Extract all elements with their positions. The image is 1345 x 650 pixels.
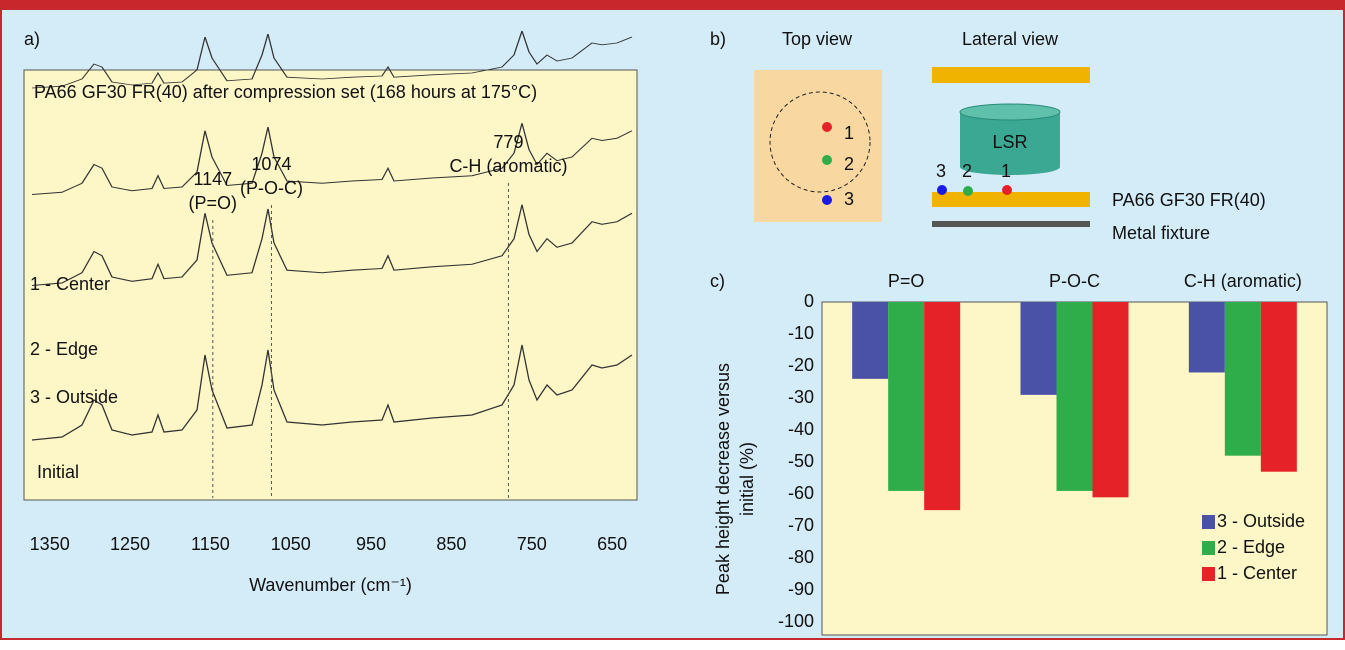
y-tick-label: -80 (788, 547, 814, 567)
y-tick-label: -50 (788, 451, 814, 471)
spectrum-title: PA66 GF30 FR(40) after compression set (… (34, 82, 538, 102)
point (822, 122, 832, 132)
top-view-plate (754, 70, 882, 222)
bar (1224, 302, 1261, 456)
bar (1188, 302, 1225, 373)
trace-label: Initial (37, 462, 79, 482)
lsr-outline (769, 91, 871, 193)
x-tick-label: 1250 (110, 534, 150, 554)
spectrum-initial (31, 344, 633, 441)
point-label: 2 (962, 161, 972, 181)
legend-swatch (1202, 541, 1215, 555)
y-axis-label: Peak height decrease versus initial (%) (713, 362, 757, 596)
category-label: P=O (888, 271, 925, 291)
lsr-body (960, 112, 1060, 167)
bar (924, 302, 961, 511)
lsr-top (959, 103, 1061, 121)
trace-label: 2 - Edge (30, 339, 98, 359)
x-axis-label: Wavenumber (cm⁻¹) (249, 575, 412, 595)
x-tick-label: 1050 (271, 534, 311, 554)
peak-label: 1147 (193, 169, 232, 189)
bar (1020, 302, 1057, 395)
spectrum-box (23, 69, 638, 501)
spectra (31, 30, 633, 441)
fixture (932, 221, 1090, 227)
point (963, 186, 973, 196)
point-label: 2 (844, 154, 854, 174)
point-label: 3 (844, 189, 854, 209)
y-tick-label: -10 (788, 323, 814, 343)
plate-label: PA66 GF30 FR(40) (1112, 190, 1266, 210)
y-tick-label: 0 (804, 291, 814, 311)
bar (888, 302, 925, 491)
panel-label: a) (24, 29, 40, 49)
bar (1260, 302, 1297, 472)
diagram: Top view Lateral view 1 2 3 LSR 3 2 1 PA… (754, 29, 1266, 243)
figure-canvas: a) b) c) Top view Lateral view 1 2 3 LSR… (23, 29, 1328, 636)
diagram-label: Lateral view (962, 29, 1059, 49)
panel-label: c) (710, 271, 725, 291)
category-label: P-O-C (1049, 271, 1100, 291)
x-tick-label: 650 (597, 534, 627, 554)
peak-note: (P=O) (189, 193, 238, 213)
y-tick-label: -20 (788, 355, 814, 375)
y-tick-label: -100 (778, 611, 814, 631)
point (937, 185, 947, 195)
lsr-top-plate (932, 67, 1090, 83)
x-tick-label: 1350 (30, 534, 70, 554)
lsr-bottom (960, 159, 1060, 175)
y-tick-label: -90 (788, 579, 814, 599)
lsr-label: LSR (992, 132, 1027, 152)
panel-label: b) (710, 29, 726, 49)
y-tick-label: -30 (788, 387, 814, 407)
peak-label: 779 (493, 132, 523, 152)
y-tick-label: -70 (788, 515, 814, 535)
plate (932, 192, 1090, 207)
x-tick-label: 750 (517, 534, 547, 554)
diagram-label: Top view (782, 29, 853, 49)
legend-swatch (1202, 567, 1215, 581)
trace-label: 1 - Center (30, 274, 110, 294)
bar (852, 302, 889, 379)
point (822, 155, 832, 165)
legend-label: 1 - Center (1217, 563, 1297, 583)
peak-note: (P-O-C) (240, 178, 303, 198)
peak-label: 1074 (251, 154, 291, 174)
x-tick-label: 850 (436, 534, 466, 554)
trace-label: 3 - Outside (30, 387, 118, 407)
x-tick-label: 1150 (191, 534, 230, 554)
fixture-label: Metal fixture (1112, 223, 1210, 243)
point-label: 1 (1001, 161, 1011, 181)
point (1002, 185, 1012, 195)
bar (1056, 302, 1093, 491)
legend-label: 3 - Outside (1217, 511, 1305, 531)
point-label: 3 (936, 161, 946, 181)
legend-swatch (1202, 515, 1215, 529)
peak-note: C-H (aromatic) (449, 156, 567, 176)
point-label: 1 (844, 123, 854, 143)
y-tick-label: -60 (788, 483, 814, 503)
y-tick-label: -40 (788, 419, 814, 439)
legend-label: 2 - Edge (1217, 537, 1285, 557)
category-label: C-H (aromatic) (1184, 271, 1302, 291)
x-tick-label: 950 (356, 534, 386, 554)
point (822, 195, 832, 205)
bar (1092, 302, 1129, 498)
